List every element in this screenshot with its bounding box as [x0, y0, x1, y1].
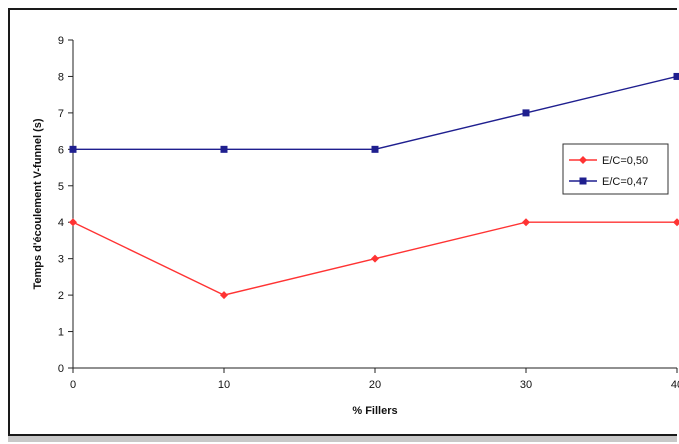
x-tick-label: 10 [218, 379, 230, 391]
y-tick-label: 1 [58, 327, 64, 339]
data-point [371, 254, 379, 263]
y-tick-label: 2 [58, 290, 64, 302]
data-point [673, 218, 679, 227]
legend-entry-label: E/C=0,50 [602, 155, 648, 167]
series-1 [69, 218, 679, 300]
x-tick-label: 30 [520, 379, 532, 391]
data-point [371, 145, 379, 153]
y-tick-label: 5 [58, 181, 64, 193]
data-point [673, 72, 679, 80]
data-point [220, 145, 228, 153]
y-tick-label: 8 [58, 71, 64, 83]
x-tick-label: 0 [70, 379, 76, 391]
legend-swatch-marker [579, 156, 587, 164]
x-tick-label: 40 [671, 379, 679, 391]
legend: E/C=0,50 E/C=0,47 [562, 143, 669, 195]
data-point [522, 218, 530, 227]
y-tick-label: 6 [58, 144, 64, 156]
data-point [220, 291, 228, 300]
series-2 [69, 72, 679, 153]
series-layer [69, 72, 679, 300]
y-tick-label: 7 [58, 108, 64, 120]
y-tick-label: 0 [58, 363, 64, 375]
y-axis-title: Temps d'écoulement V-funnel (s) [32, 118, 44, 289]
y-tick-label: 3 [58, 254, 64, 266]
data-point [69, 218, 77, 227]
data-point [522, 109, 530, 117]
data-point [69, 145, 77, 153]
series-line [73, 75, 678, 151]
x-axis-title: % Fillers [352, 405, 397, 417]
legend-entry-label: E/C=0,47 [602, 176, 648, 188]
x-tick-label: 20 [369, 379, 381, 391]
legend-box [562, 143, 669, 195]
y-tick-label: 9 [58, 35, 64, 47]
y-tick-label: 4 [58, 217, 64, 229]
x-axis: 0 10 20 30 40 [70, 367, 679, 391]
legend-swatch-marker [579, 177, 587, 185]
y-axis: 0 1 2 3 4 5 6 7 8 9 [58, 35, 74, 375]
